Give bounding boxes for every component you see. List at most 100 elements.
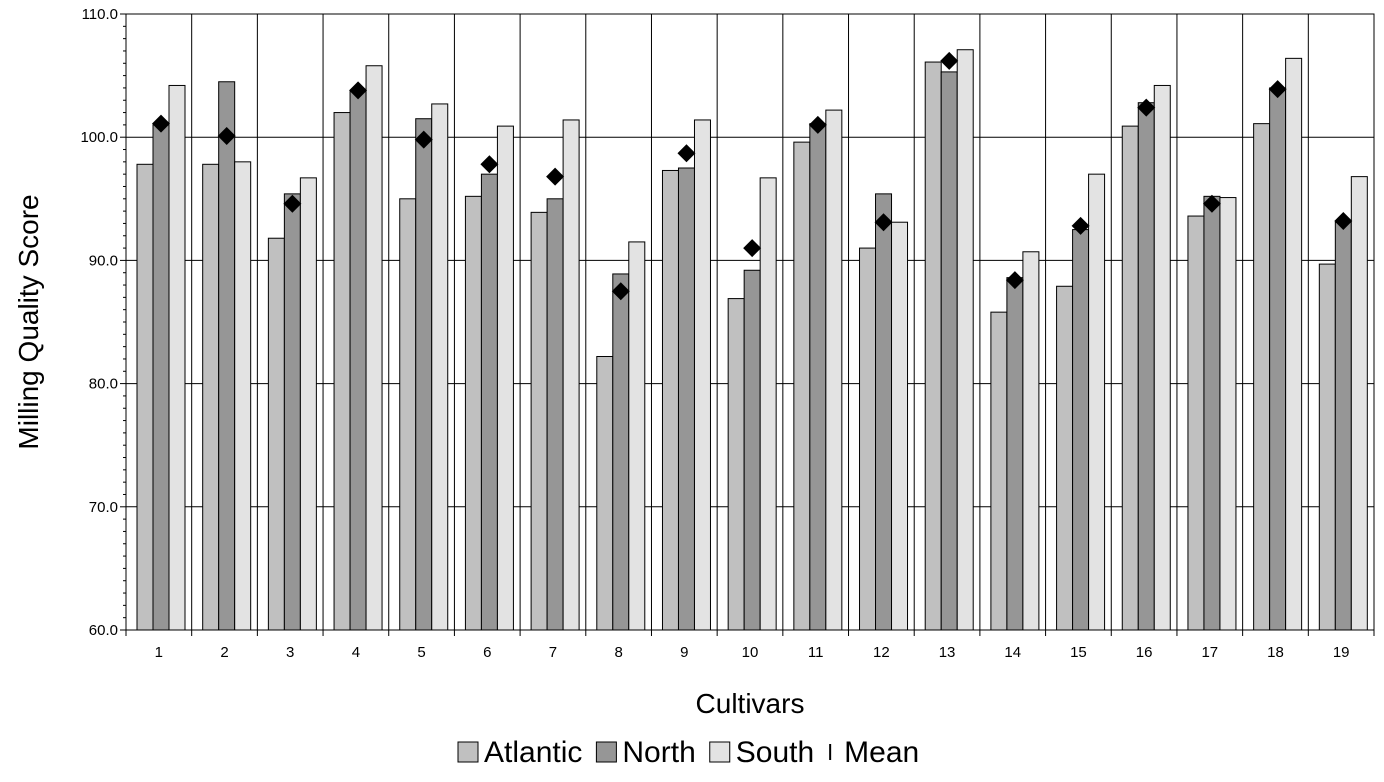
mean-marker	[874, 213, 893, 232]
x-tick-label: 9	[680, 644, 688, 661]
x-tick-label: 18	[1267, 644, 1284, 661]
mean-marker	[1137, 98, 1156, 117]
x-tick-label: 2	[220, 644, 228, 661]
bar-north	[1269, 87, 1287, 631]
mean-marker	[808, 115, 827, 134]
mean-marker	[1005, 271, 1024, 290]
mean-marker	[1071, 216, 1090, 235]
bar-north	[415, 118, 433, 631]
bar-north	[1137, 102, 1155, 631]
x-tick-label: 13	[939, 644, 956, 661]
bar-south	[562, 119, 580, 631]
x-tick-label: 5	[417, 644, 425, 661]
x-tick-label: 16	[1136, 644, 1153, 661]
bar-south	[1219, 197, 1237, 631]
bar-south	[1088, 173, 1106, 631]
bar-south	[759, 177, 777, 631]
y-tick-label: 60.0	[89, 622, 118, 639]
bar-north	[1203, 195, 1221, 631]
bar-north	[1334, 221, 1352, 631]
bar-south	[496, 125, 514, 631]
bar-north	[612, 273, 630, 631]
bar-atlantic	[727, 298, 745, 631]
mean-marker	[349, 81, 368, 100]
bar-atlantic	[1121, 125, 1139, 631]
bar-atlantic	[990, 311, 1008, 631]
bar-atlantic	[1187, 215, 1205, 631]
legend-label-atlantic: Atlantic	[484, 736, 582, 769]
bar-north	[875, 193, 893, 631]
bar-atlantic	[793, 141, 811, 631]
legend-swatch-south	[709, 741, 731, 763]
bar-atlantic	[924, 61, 942, 631]
legend-label-mean: Mean	[844, 736, 919, 769]
mean-marker	[152, 114, 170, 133]
x-tick-label: 10	[742, 644, 759, 661]
bar-south	[1285, 57, 1303, 631]
x-tick-label: 17	[1201, 644, 1218, 661]
mean-marker	[611, 282, 630, 301]
bar-atlantic	[333, 112, 351, 631]
x-tick-label: 12	[873, 644, 890, 661]
x-tick-label: 8	[614, 644, 622, 661]
mean-marker	[677, 144, 696, 163]
bar-south	[693, 119, 711, 631]
bar-south	[825, 109, 843, 631]
bar-south	[168, 84, 186, 631]
y-tick-label: 70.0	[89, 499, 118, 516]
bar-south	[299, 177, 317, 631]
mean-marker	[283, 194, 302, 213]
bar-atlantic	[1056, 285, 1074, 631]
bar-north	[1006, 277, 1024, 631]
y-tick-label: 80.0	[89, 376, 118, 393]
legend-swatch-atlantic	[457, 741, 479, 763]
bar-atlantic	[859, 247, 877, 631]
x-axis-title: Cultivars	[696, 688, 805, 719]
x-tick-label: 14	[1004, 644, 1021, 661]
mean-marker	[940, 51, 959, 70]
x-tick-label: 19	[1333, 644, 1350, 661]
y-tick-label: 90.0	[89, 252, 118, 269]
x-tick-label: 3	[286, 644, 294, 661]
bar-south	[1022, 251, 1040, 631]
mean-marker	[1334, 211, 1353, 230]
bar-atlantic	[661, 169, 679, 631]
bar-north	[152, 124, 170, 631]
bar-atlantic	[136, 163, 154, 631]
legend: Atlantic North South Mean	[457, 736, 919, 769]
bar-north	[940, 71, 958, 631]
x-tick-label: 6	[483, 644, 491, 661]
bar-south	[891, 221, 909, 631]
legend-label-south: South	[736, 736, 814, 769]
x-tick-label: 15	[1070, 644, 1087, 661]
x-tick-label: 11	[808, 644, 824, 661]
y-axis-title: Milling Quality Score	[13, 194, 44, 449]
bar-south	[1350, 176, 1368, 631]
mean-marker	[743, 239, 762, 258]
mean-marker	[546, 167, 565, 186]
bar-atlantic	[267, 237, 285, 631]
bar-north	[546, 198, 564, 631]
bar-atlantic	[464, 195, 482, 631]
x-tick-label: 7	[549, 644, 557, 661]
bar-north	[283, 193, 301, 631]
bar-south	[1153, 84, 1171, 631]
bar-south	[234, 161, 252, 631]
bar-south	[365, 65, 383, 631]
x-tick-label: 1	[155, 644, 163, 661]
plot-frame	[125, 13, 1375, 631]
y-tick-labels: 60.0 70.0 80.0 90.0 100.0 110.0	[80, 6, 118, 639]
mean-markers	[152, 51, 1353, 301]
mean-marker	[480, 155, 499, 174]
bar-north	[349, 91, 367, 631]
axes	[120, 13, 1375, 636]
mean-marker	[414, 130, 433, 149]
legend-swatch-north	[595, 741, 617, 763]
bar-atlantic	[1318, 263, 1336, 631]
mean-marker	[1202, 194, 1221, 213]
bar-north	[1072, 229, 1090, 631]
bar-north	[677, 167, 695, 631]
bar-south	[956, 49, 974, 631]
bar-atlantic	[596, 355, 614, 631]
